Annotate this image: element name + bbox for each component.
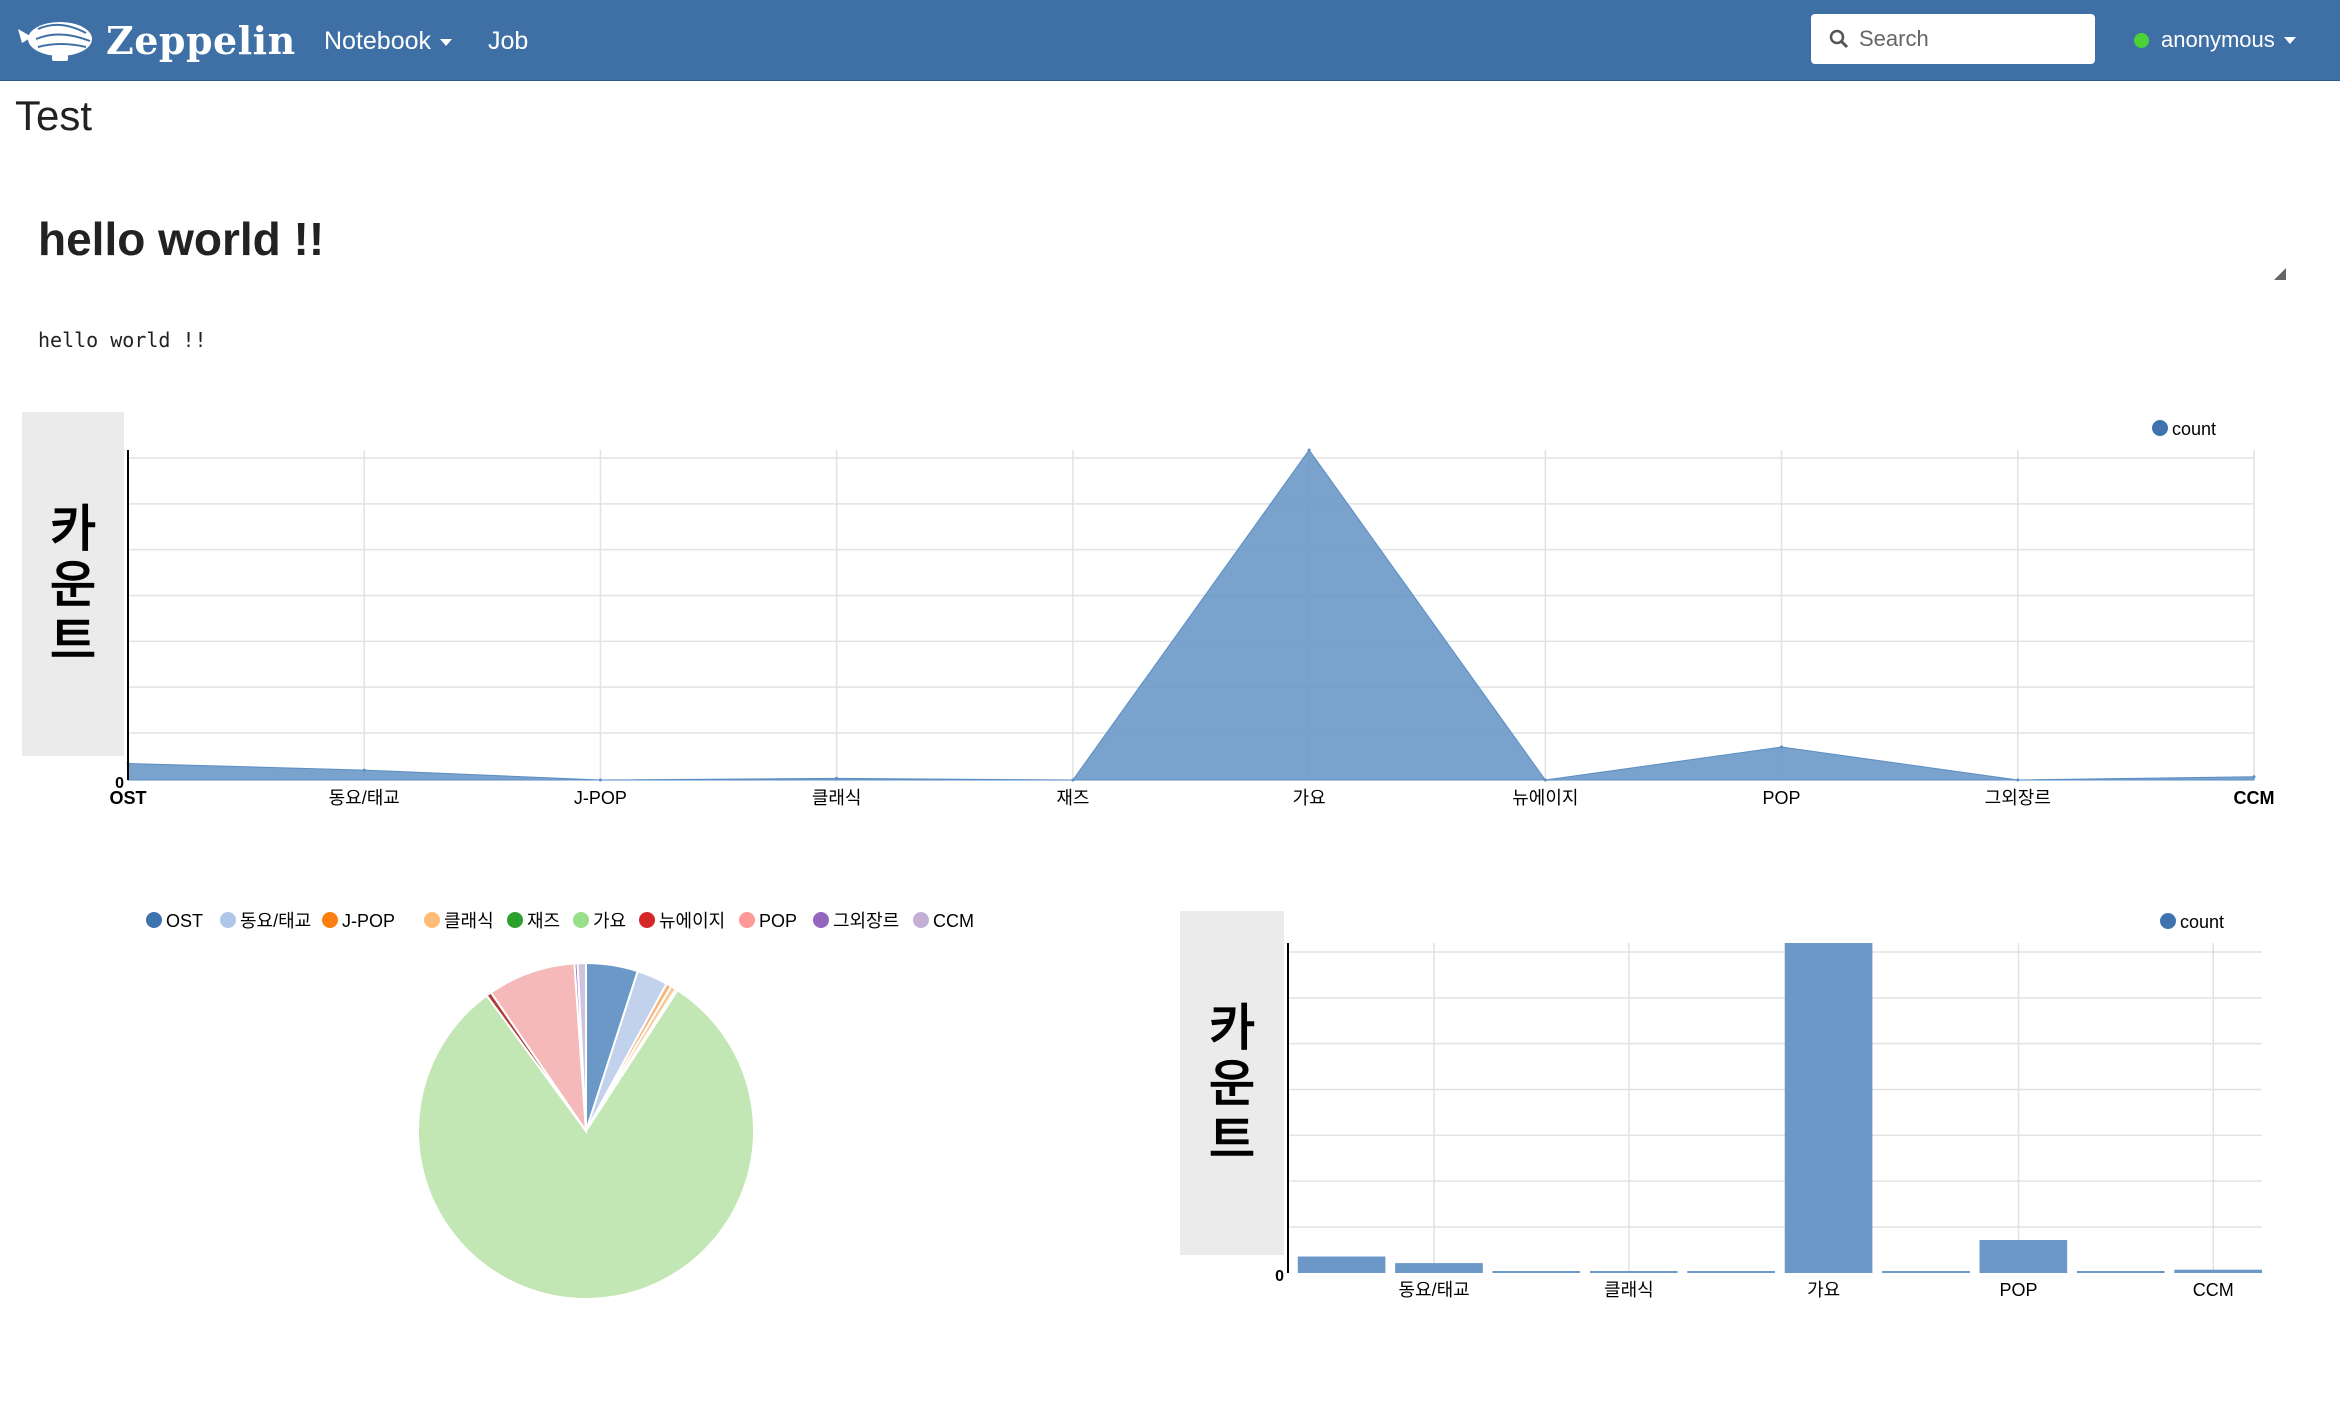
pie-legend-item-swatch — [573, 912, 589, 928]
zeppelin-logo-icon — [18, 22, 92, 61]
area-point — [1780, 745, 1784, 749]
pie-legend-item-label: 그외장르 — [833, 911, 899, 931]
bar-legend-item-label: count — [2180, 912, 2224, 932]
brand-name: Zeppelin — [106, 17, 296, 63]
search-icon — [1829, 29, 1849, 49]
bar-x-tick-label: POP — [1999, 1280, 2037, 1300]
area-x-tick-label: 그외장르 — [1985, 788, 2051, 808]
pie-legend-item-label: CCM — [933, 911, 974, 931]
pie-slice — [576, 961, 587, 1132]
user-menu[interactable]: anonymous — [2134, 0, 2296, 80]
status-dot — [2134, 32, 2149, 48]
pie-legend-item-swatch — [813, 912, 829, 928]
notebook-menu[interactable]: Notebook — [324, 0, 453, 80]
pie-legend-item-label: 뉴에이지 — [659, 911, 725, 931]
area-point — [598, 778, 602, 782]
area-point — [362, 768, 366, 772]
search-input[interactable] — [1857, 25, 2081, 53]
pie-slice — [489, 962, 588, 1135]
area-x-tick-label: 클래식 — [812, 788, 862, 808]
bar-count — [1882, 1271, 1970, 1273]
area-point — [1071, 778, 1075, 782]
pie-legend-item-swatch — [220, 912, 236, 928]
note-title[interactable]: Test — [15, 92, 93, 139]
bar-count — [2174, 1269, 2262, 1273]
pie-legend-item-label: 동요/태교 — [240, 911, 311, 931]
bar-count — [2076, 1271, 2165, 1273]
bar-x-tick-label: 가요 — [1807, 1280, 1840, 1300]
area-x-tick-label: 가요 — [1293, 788, 1326, 808]
bar-y-axis-title-background — [1180, 911, 1284, 1255]
bar-x-tick-label: 동요/태교 — [1398, 1280, 1469, 1300]
area-point — [2252, 775, 2256, 779]
pie-legend-item-label: J-POP — [342, 911, 395, 931]
bar-count — [1492, 1271, 1581, 1273]
pie-legend-item-swatch — [322, 912, 338, 928]
caret-down-icon — [440, 38, 453, 46]
navbar: Zeppelin Notebook Job anonymous — [0, 0, 2340, 81]
pie-legend-item-label: POP — [759, 911, 797, 931]
resize-handle-icon[interactable] — [2274, 268, 2286, 280]
bar-count — [1687, 1271, 1775, 1273]
job-link-label: Job — [488, 27, 529, 55]
user-name: anonymous — [2161, 27, 2275, 52]
pie-legend-item-swatch — [913, 912, 929, 928]
paragraph-heading: hello world !! — [38, 213, 325, 265]
bar-count — [1589, 1271, 1678, 1273]
bar-count — [1395, 1263, 1483, 1273]
area-x-tick-label: POP — [1763, 788, 1801, 808]
job-link[interactable]: Job — [488, 0, 528, 80]
area-x-tick-label: 재즈 — [1056, 788, 1089, 808]
search-box[interactable] — [1811, 14, 2095, 64]
paragraph-output: hello world !! — [38, 328, 207, 352]
area-y-axis-title-char: 트 — [50, 613, 96, 669]
caret-down-icon — [2283, 36, 2296, 44]
area-point — [1543, 778, 1547, 782]
bar-count — [1979, 1240, 2068, 1273]
bar-x-tick-label: CCM — [2193, 1280, 2234, 1300]
pie-legend-item-label: OST — [166, 911, 203, 931]
area-x-tick-label: J-POP — [574, 788, 627, 808]
notebook-menu-label: Notebook — [324, 27, 432, 55]
brand[interactable]: Zeppelin — [16, 12, 296, 68]
area-point — [835, 776, 839, 780]
pie-slice — [417, 988, 755, 1300]
area-x-tick-label: 동요/태교 — [329, 788, 400, 808]
bar-y-tick-label: 0 — [1275, 1268, 1284, 1285]
area-y-axis-title-background — [22, 412, 124, 756]
bar-x-tick-label: 클래식 — [1604, 1280, 1654, 1300]
pie-legend-item-label: 가요 — [593, 911, 626, 931]
bar-count — [1297, 1256, 1386, 1273]
area-series-count — [127, 449, 2255, 781]
pie-legend-item-swatch — [639, 912, 655, 928]
bar-count — [1784, 943, 1873, 1273]
area-x-tick-label: CCM — [2234, 788, 2275, 808]
pie-legend-item-label: 재즈 — [527, 911, 560, 931]
area-y-tick-label: 0 — [115, 775, 124, 792]
pie-legend-item-label: 클래식 — [444, 911, 494, 931]
area-x-tick-label: OST — [109, 788, 146, 808]
area-x-tick-label: 뉴에이지 — [1512, 788, 1578, 808]
area-y-axis-title-char: 운 — [50, 557, 96, 613]
area-point — [1307, 448, 1311, 452]
pie-legend-item-swatch — [424, 912, 440, 928]
pie-legend-item-swatch — [146, 912, 162, 928]
area-legend-item-swatch — [2152, 420, 2168, 436]
area-legend-item-label: count — [2172, 419, 2216, 439]
pie-legend-item-swatch — [507, 912, 523, 928]
bar-y-axis-title-char: 운 — [1209, 1056, 1255, 1112]
bar-y-axis-title-char: 트 — [1209, 1112, 1255, 1168]
bar-legend-item-swatch — [2160, 913, 2176, 929]
area-point — [2016, 778, 2020, 782]
bar-y-axis-title-char: 카 — [1209, 1000, 1255, 1056]
pie-legend-item-swatch — [739, 912, 755, 928]
area-y-axis-title-char: 카 — [50, 501, 96, 557]
